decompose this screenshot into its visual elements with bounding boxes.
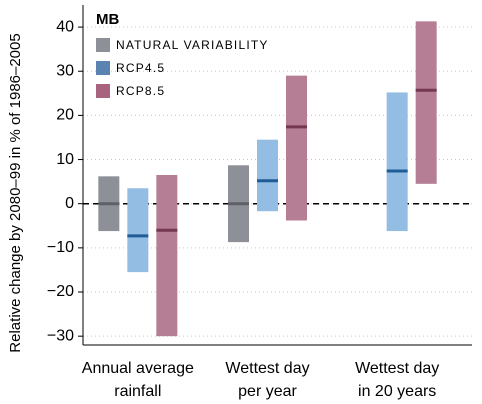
legend-swatch [96, 38, 110, 52]
y-tick-label: 20 [56, 107, 74, 124]
legend-swatch [96, 84, 110, 98]
legend-label: RCP8.5 [116, 84, 165, 98]
x-tick-label: in 20 years [358, 383, 436, 400]
range-bar [286, 75, 307, 221]
legend-label: RCP4.5 [116, 61, 165, 75]
y-tick-label: 0 [65, 195, 74, 212]
range-bar [156, 175, 178, 337]
x-tick-label: rainfall [114, 383, 161, 400]
x-tick-label: Wettest day [225, 360, 309, 377]
x-tick-label: Wettest day [355, 360, 439, 377]
y-tick-label: −20 [47, 283, 74, 300]
legend-label: NATURAL VARIABILITY [116, 38, 269, 52]
y-tick-label: 30 [56, 62, 74, 79]
x-tick-label: per year [238, 383, 297, 400]
range-bar [415, 21, 437, 184]
y-tick-label: 10 [56, 151, 74, 168]
y-tick-label: 40 [56, 18, 74, 35]
range-bar [257, 139, 278, 212]
y-axis-title: Relative change by 2080–99 in % of 1986–… [7, 33, 24, 352]
legend-swatch [96, 61, 110, 75]
y-tick-label: −30 [47, 327, 74, 344]
range-bar [386, 92, 408, 232]
range-bar [127, 188, 149, 273]
legend-title: MB [96, 11, 119, 28]
y-tick-label: −10 [47, 239, 74, 256]
x-tick-label: Annual average [82, 360, 194, 377]
